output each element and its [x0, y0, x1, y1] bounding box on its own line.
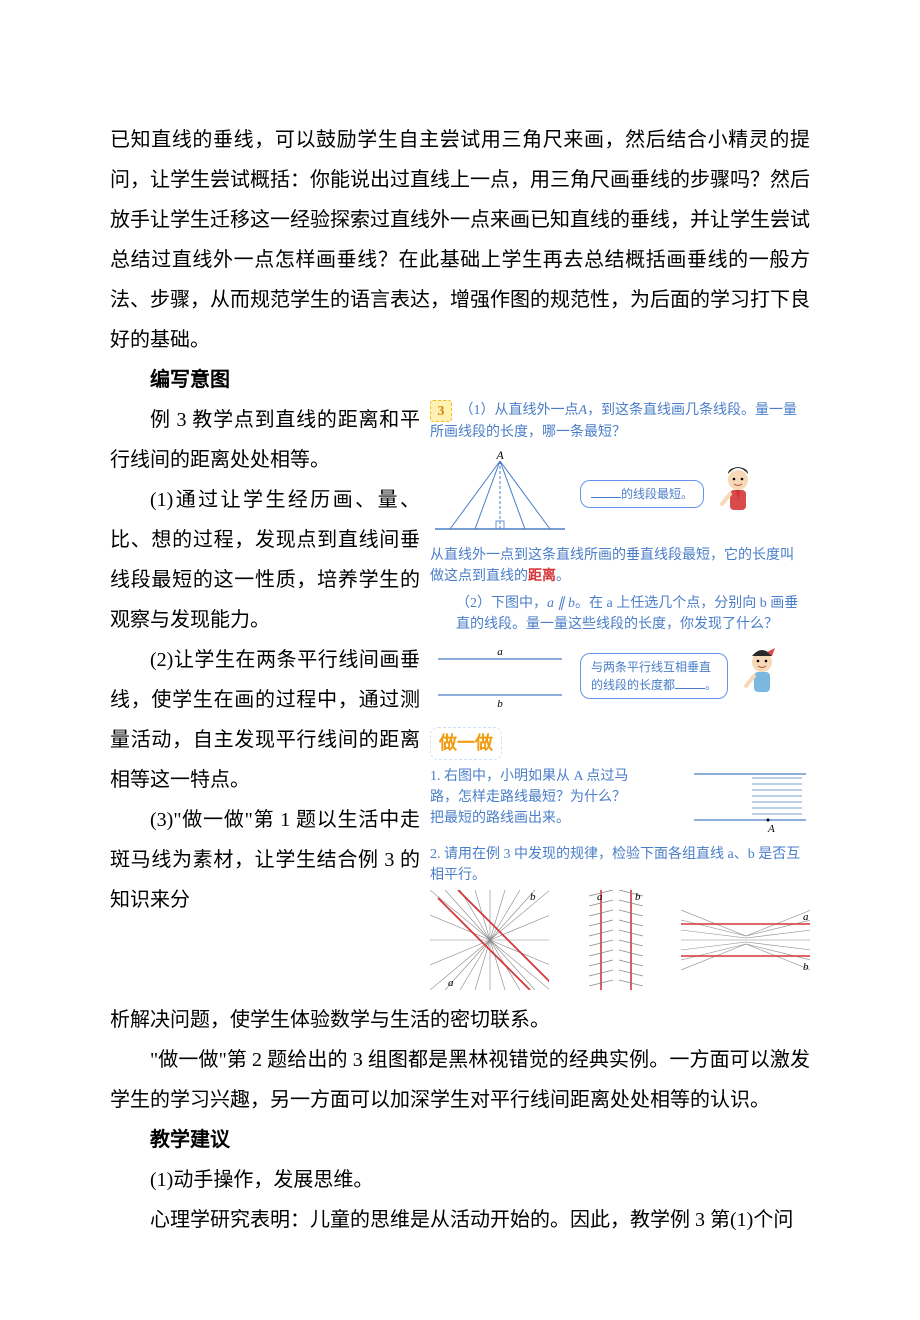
svg-text:b: b [497, 698, 503, 710]
textbook-figure: 3 （1）从直线外一点A，到这条直线画几条线段。量一量所画线段的长度，哪一条最短… [430, 400, 810, 990]
section-heading-teaching-suggestion: 教学建议 [110, 1120, 810, 1160]
task-2-text: 2. 请用在例 3 中发现的规律，检验下面各组直线 a、b 是否互相平行。 [430, 844, 810, 886]
child-avatar-1 [714, 464, 762, 524]
speech-bubble-1: 的线段最短。 [580, 480, 704, 508]
ex3-item-3b: 析解决问题，使学生体验数学与生活的密切联系。 [110, 1000, 810, 1040]
svg-text:a: a [803, 911, 809, 923]
svg-text:b: b [803, 961, 809, 973]
svg-text:b: b [635, 891, 641, 903]
ts-item-1: (1)动手操作，发展思维。 [110, 1160, 810, 1200]
illusion-figures: b a a b a [430, 890, 810, 990]
svg-text:b: b [530, 891, 536, 903]
task-1-row: 1. 右图中，小明如果从 A 点过马 路，怎样走路线最短？为什么？ 把最短的路线… [430, 766, 810, 836]
example-number: 3 [430, 400, 452, 422]
intro-paragraph: 已知直线的垂线，可以鼓励学生自主尝试用三角尺来画，然后结合小精灵的提问，让学生尝… [110, 120, 810, 360]
example-3-q2: （2）下图中，a ∥ b。在 a 上任选几个点，分别向 b 画垂直的线段。量一量… [456, 593, 810, 635]
svg-text:A: A [767, 823, 775, 835]
do-it-heading: 做一做 [430, 727, 502, 760]
heading-text: 编写意图 [150, 369, 230, 391]
diagram-2-svg: a b [430, 641, 570, 711]
crosswalk-svg: A [690, 766, 810, 836]
svg-text:a: a [448, 977, 454, 989]
illusion-3-svg: a b [681, 890, 810, 990]
child-avatar-2 [738, 646, 786, 706]
svg-text:A: A [495, 449, 504, 462]
example-3-q1: 3 （1）从直线外一点A，到这条直线画几条线段。量一量所画线段的长度，哪一条最短… [430, 400, 810, 443]
speech-bubble-2: 与两条平行线互相垂直 的线段的长度都。 [580, 653, 728, 699]
section-heading-writing-intention: 编写意图 [110, 360, 810, 400]
diagram-parallel-lines: a b 与两条平行线互相垂直 的线段的长度都。 [430, 641, 810, 711]
svg-text:a: a [497, 646, 503, 658]
blank-2 [675, 677, 705, 689]
ts-para-1: 心理学研究表明：儿童的思维是从活动开始的。因此，教学例 3 第(1)个问 [110, 1200, 810, 1240]
heading-text-2: 教学建议 [150, 1129, 230, 1151]
q1-text: （1）从直线外一点A，到这条直线画几条线段。量一量所画线段的长度，哪一条最短？ [430, 403, 797, 440]
illusion-2-svg: a b [561, 890, 670, 990]
ex3-para-last: "做一做"第 2 题给出的 3 组图都是黑林视错觉的经典实例。一方面可以激发学生… [110, 1040, 810, 1120]
diagram-1-svg: A [430, 449, 570, 539]
distance-definition: 从直线外一点到这条直线所画的垂直线段最短，它的长度叫 做这点到直线的距离。 [430, 545, 810, 587]
diagram-point-to-line: A 的线段最短。 [430, 449, 810, 539]
task-1-text: 1. 右图中，小明如果从 A 点过马 路，怎样走路线最短？为什么？ 把最短的路线… [430, 766, 682, 836]
illusion-1-svg: b a [430, 890, 549, 990]
blank-1 [591, 486, 621, 498]
svg-text:a: a [597, 891, 603, 903]
